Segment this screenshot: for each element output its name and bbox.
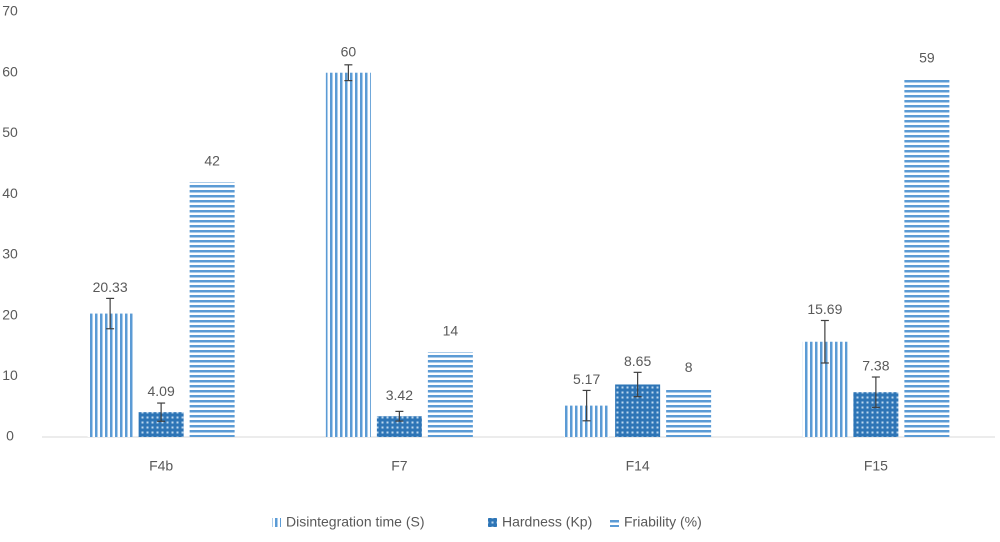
error-bar <box>106 297 115 330</box>
x-tick-label: F7 <box>391 458 408 474</box>
y-tick-label: 0 <box>6 428 14 444</box>
legend-swatch <box>488 518 497 527</box>
y-tick-label: 70 <box>2 3 18 19</box>
legend-label: Disintegration time (S) <box>286 514 425 530</box>
error-bar <box>820 319 829 364</box>
data-label: 15.69 <box>807 301 842 317</box>
bar <box>189 182 235 437</box>
bar <box>904 78 950 438</box>
data-label: 7.38 <box>862 358 889 374</box>
x-tick-label: F14 <box>626 458 650 474</box>
x-tick-label: F4b <box>149 458 173 474</box>
error-bar <box>157 402 166 422</box>
data-label: 8.65 <box>624 353 651 369</box>
error-bar <box>582 389 591 422</box>
error-bar <box>633 371 642 398</box>
error-bar <box>871 376 880 408</box>
data-label: 42 <box>204 153 220 169</box>
data-label: 20.33 <box>93 279 128 295</box>
data-label: 4.09 <box>148 383 175 399</box>
y-tick-label: 50 <box>2 124 18 140</box>
x-tick-label: F15 <box>864 458 888 474</box>
error-bar <box>344 64 353 82</box>
error-bar <box>395 410 404 422</box>
bar <box>376 416 422 437</box>
bar <box>325 72 371 437</box>
data-label: 59 <box>919 49 935 65</box>
data-label: 3.42 <box>386 387 413 403</box>
bar <box>666 388 712 437</box>
y-tick-label: 10 <box>2 367 18 383</box>
legend-label: Hardness (Kp) <box>502 514 592 530</box>
data-label: 14 <box>443 323 459 339</box>
data-label: 60 <box>341 43 357 59</box>
data-label: 5.17 <box>573 371 600 387</box>
data-label: 8 <box>685 359 693 375</box>
bar <box>87 313 133 437</box>
legend-swatch <box>272 518 281 527</box>
bar <box>427 352 473 437</box>
legend-swatch <box>610 518 619 527</box>
y-tick-label: 30 <box>2 246 18 262</box>
y-tick-label: 60 <box>2 63 18 79</box>
y-tick-label: 40 <box>2 185 18 201</box>
legend-label: Friability (%) <box>624 514 702 530</box>
y-tick-label: 20 <box>2 306 18 322</box>
